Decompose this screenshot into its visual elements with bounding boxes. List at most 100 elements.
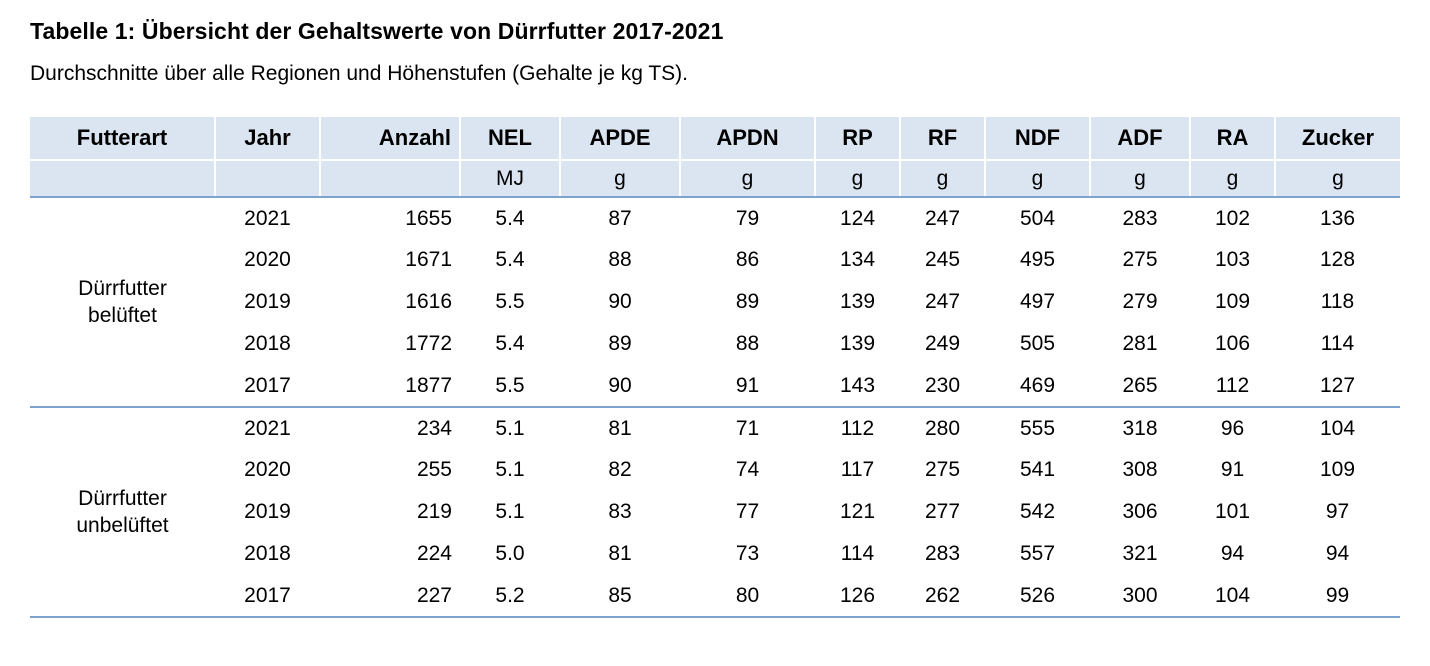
unit-header-ndf: g bbox=[985, 160, 1091, 198]
units-row: MJ g g g g g g g g bbox=[30, 160, 1400, 198]
unit-header-apde: g bbox=[560, 160, 681, 198]
table-row: 2020 1671 5.4 88 86 134 245 495 275 103 128 bbox=[30, 239, 1400, 281]
cell-anzahl: 1671 bbox=[320, 239, 460, 281]
cell-rp: 121 bbox=[815, 491, 900, 533]
cell-apde: 81 bbox=[560, 406, 680, 449]
cell-nel: 5.1 bbox=[460, 449, 560, 491]
cell-zucker: 114 bbox=[1275, 323, 1400, 365]
column-header-apde: APDE bbox=[560, 117, 681, 161]
cell-rf: 275 bbox=[900, 449, 985, 491]
cell-apdn: 73 bbox=[680, 533, 815, 575]
cell-anzahl: 224 bbox=[320, 533, 460, 575]
cell-ndf: 504 bbox=[985, 197, 1090, 239]
cell-ndf: 526 bbox=[985, 575, 1090, 617]
cell-apdn: 91 bbox=[680, 365, 815, 407]
cell-zucker: 104 bbox=[1275, 406, 1400, 449]
cell-apde: 82 bbox=[560, 449, 680, 491]
cell-ra: 103 bbox=[1190, 239, 1275, 281]
table-row: Dürrfutter belüftet 2021 1655 5.4 87 79 124 247… bbox=[30, 197, 1400, 407]
cell-ndf: 497 bbox=[985, 281, 1090, 323]
cell-rp: 139 bbox=[815, 323, 900, 365]
cell-anzahl: 255 bbox=[320, 449, 460, 491]
column-header-jahr: Jahr bbox=[215, 117, 321, 161]
cell-apdn: 79 bbox=[680, 197, 815, 239]
cell-zucker: 99 bbox=[1275, 575, 1400, 617]
cell-apde: 88 bbox=[560, 239, 680, 281]
cell-zucker: 127 bbox=[1275, 365, 1400, 407]
cell-jahr: 2019 bbox=[215, 281, 320, 323]
cell-nel: 5.5 bbox=[460, 281, 560, 323]
column-header-futterart: Futterart bbox=[30, 117, 216, 161]
cell-ndf: 495 bbox=[985, 239, 1090, 281]
page-subtitle: Durchschnitte über alle Regionen und Höh… bbox=[30, 62, 689, 85]
cell-rf: 277 bbox=[900, 491, 985, 533]
cell-rp: 139 bbox=[815, 281, 900, 323]
cell-anzahl: 1616 bbox=[320, 281, 460, 323]
cell-zucker: 136 bbox=[1275, 197, 1400, 239]
unit-header-rf: g bbox=[900, 160, 986, 198]
cell-jahr: 2021 bbox=[215, 197, 320, 239]
column-header-rp: RP bbox=[815, 117, 901, 161]
cell-rp: 126 bbox=[815, 575, 900, 617]
cell-rp: 134 bbox=[815, 239, 900, 281]
cell-rf: 247 bbox=[900, 197, 985, 239]
cell-zucker: 109 bbox=[1275, 449, 1400, 491]
cell-jahr: 2017 bbox=[215, 575, 320, 617]
cell-apde: 85 bbox=[560, 575, 680, 617]
cell-ndf: 505 bbox=[985, 323, 1090, 365]
cell-ra: 104 bbox=[1190, 575, 1275, 617]
cell-adf: 275 bbox=[1090, 239, 1190, 281]
cell-nel: 5.4 bbox=[460, 197, 560, 239]
cell-rp: 124 bbox=[815, 197, 900, 239]
column-header-anzahl: Anzahl bbox=[320, 117, 461, 161]
group-label: Dürrfutter belüftet bbox=[30, 197, 215, 407]
cell-rp: 143 bbox=[815, 365, 900, 407]
unit-header-zucker: g bbox=[1275, 160, 1400, 198]
cell-nel: 5.5 bbox=[460, 365, 560, 407]
table-header: Futterart Jahr Anzahl NEL APDE APDN RP R… bbox=[30, 117, 1400, 198]
cell-apde: 89 bbox=[560, 323, 680, 365]
cell-ndf: 557 bbox=[985, 533, 1090, 575]
page-title: Tabelle 1: Übersicht der Gehaltswerte vo… bbox=[30, 18, 724, 44]
unit-header-apdn: g bbox=[680, 160, 816, 198]
cell-rf: 230 bbox=[900, 365, 985, 407]
cell-adf: 281 bbox=[1090, 323, 1190, 365]
cell-nel: 5.4 bbox=[460, 239, 560, 281]
cell-apdn: 89 bbox=[680, 281, 815, 323]
cell-rp: 114 bbox=[815, 533, 900, 575]
cell-nel: 5.1 bbox=[460, 491, 560, 533]
cell-apdn: 80 bbox=[680, 575, 815, 617]
unit-header-anzahl bbox=[320, 160, 461, 198]
cell-zucker: 118 bbox=[1275, 281, 1400, 323]
cell-ra: 94 bbox=[1190, 533, 1275, 575]
cell-apde: 87 bbox=[560, 197, 680, 239]
table-row: 2018 224 5.0 81 73 114 283 557 321 94 94 bbox=[30, 533, 1400, 575]
cell-anzahl: 234 bbox=[320, 406, 460, 449]
cell-rf: 283 bbox=[900, 533, 985, 575]
cell-adf: 306 bbox=[1090, 491, 1190, 533]
cell-jahr: 2018 bbox=[215, 323, 320, 365]
cell-jahr: 2020 bbox=[215, 449, 320, 491]
group-label: Dürrfutter unbelüftet bbox=[30, 406, 215, 617]
cell-adf: 279 bbox=[1090, 281, 1190, 323]
cell-rp: 112 bbox=[815, 406, 900, 449]
cell-nel: 5.0 bbox=[460, 533, 560, 575]
cell-zucker: 94 bbox=[1275, 533, 1400, 575]
cell-jahr: 2019 bbox=[215, 491, 320, 533]
table-group: Dürrfutter unbelüftet 2021 234 5.1 81 71 112 28… bbox=[30, 406, 1400, 617]
cell-ndf: 541 bbox=[985, 449, 1090, 491]
column-header-rf: RF bbox=[900, 117, 986, 161]
table-group: Dürrfutter belüftet 2021 1655 5.4 87 79 124 247… bbox=[30, 197, 1400, 407]
cell-adf: 308 bbox=[1090, 449, 1190, 491]
cell-anzahl: 1877 bbox=[320, 365, 460, 407]
cell-rf: 249 bbox=[900, 323, 985, 365]
unit-header-ra: g bbox=[1190, 160, 1276, 198]
cell-apdn: 71 bbox=[680, 406, 815, 449]
cell-adf: 318 bbox=[1090, 406, 1190, 449]
cell-nel: 5.1 bbox=[460, 406, 560, 449]
cell-ra: 109 bbox=[1190, 281, 1275, 323]
table-row: 2020 255 5.1 82 74 117 275 541 308 91 109 bbox=[30, 449, 1400, 491]
cell-ndf: 555 bbox=[985, 406, 1090, 449]
cell-rf: 245 bbox=[900, 239, 985, 281]
